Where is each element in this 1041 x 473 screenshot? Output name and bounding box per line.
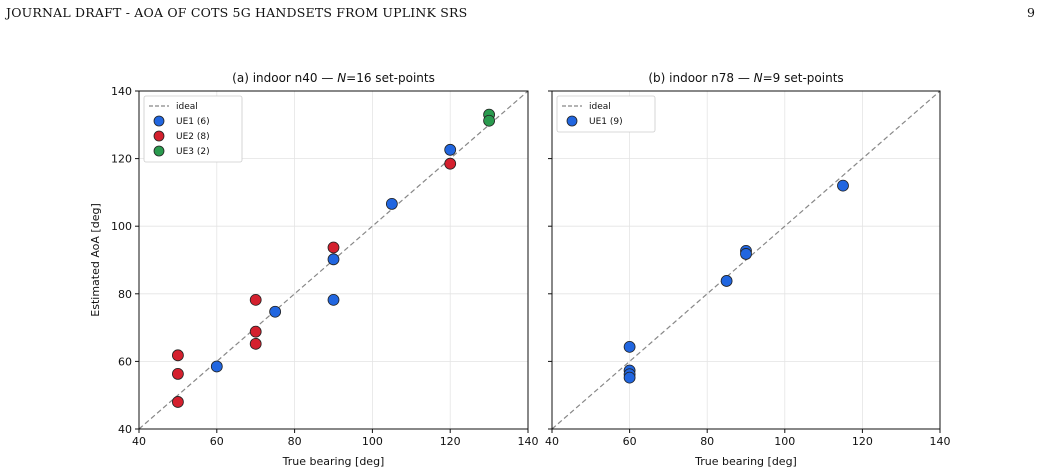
y-tick-label: 140 [111,85,132,98]
data-point-ue2 [249,293,262,306]
data-point-ue1 [623,340,636,353]
y-tick-label: 60 [118,355,132,368]
y-axis-label: Estimated AoA [deg] [89,203,102,316]
chart-title: (a) indoor n40 — N=16 set-points [232,71,435,85]
y-tick-label: 100 [111,220,132,233]
x-tick-label: 100 [362,435,383,448]
y-tick-label: 80 [118,288,132,301]
chart-title-suffix: =16 set-points [346,71,435,85]
chart-title: (b) indoor n78 — N=9 set-points [648,71,843,85]
data-point-ue3 [483,114,496,127]
data-point-ue1 [837,179,849,192]
plot-frame [138,90,529,430]
data-point-ue1 [385,197,398,210]
x-axis-label: True bearing [deg] [694,455,797,468]
data-point-ue2 [171,368,184,380]
legend: ideal UE1 (6) UE2 (8) UE3 (2) [143,95,243,163]
x-tick-label: 80 [288,435,302,448]
x-tick-label: 140 [930,435,951,448]
x-tick-label: 100 [774,435,795,448]
data-point-ue2 [249,325,262,338]
legend-label: UE1 (6) [176,117,210,127]
page-number: 9 [1027,5,1035,20]
legend-box [556,95,656,133]
legend-marker [153,145,165,157]
ideal-line [551,90,941,430]
y-tick-label: 40 [118,423,132,436]
legend-label: UE3 (2) [176,147,210,157]
data-point-ue1 [444,143,457,156]
data-point-ue1 [269,305,282,318]
data-point-ue1 [210,360,223,373]
x-tick-label: 140 [518,435,539,448]
chart-title-var: N [337,71,346,85]
data-point-ue2 [444,157,457,170]
data-point-ue1 [327,293,340,306]
x-tick-label: 60 [623,435,637,448]
x-tick-label: 80 [700,435,714,448]
y-tick-label: 120 [111,153,132,166]
data-point-ue1 [740,248,752,260]
data-point-ue2 [171,396,184,408]
legend-marker [153,130,165,142]
chart-panel-a: 40 60 80 100 120 140 40 60 80 100 120 140 True beari… [89,71,539,468]
data-point-ue2 [249,337,262,350]
data-point-ue1 [720,275,733,287]
x-tick-label: 40 [545,435,559,448]
legend-marker [153,115,165,127]
legend-label: ideal [589,102,611,112]
legend-label: UE2 (8) [176,132,210,142]
x-tick-label: 40 [132,435,146,448]
data-point-ue2 [171,349,184,362]
legend-box [143,95,243,163]
data-point-ue1 [623,371,636,384]
chart-title-suffix: =9 set-points [763,71,844,85]
plot-frame [551,90,941,430]
x-tick-label: 120 [852,435,873,448]
legend-marker [566,115,578,127]
legend: ideal UE1 (9) [556,95,656,133]
chart-title-prefix: (b) indoor n78 — [648,71,753,85]
x-tick-label: 120 [440,435,461,448]
data-point-ue2 [327,241,340,254]
page-header-title: JOURNAL DRAFT - AOA OF COTS 5G HANDSETS … [6,5,468,20]
x-axis-label: True bearing [deg] [282,455,385,468]
data-point-ue1 [327,253,340,266]
chart-panel-b: 40 60 80 100 120 140 True bearing [deg] (b) ind… [545,71,951,468]
x-tick-label: 60 [210,435,224,448]
chart-title-var: N [754,71,763,85]
legend-label: UE1 (9) [589,117,623,127]
legend-label: ideal [176,102,198,112]
chart-title-prefix: (a) indoor n40 — [232,71,337,85]
